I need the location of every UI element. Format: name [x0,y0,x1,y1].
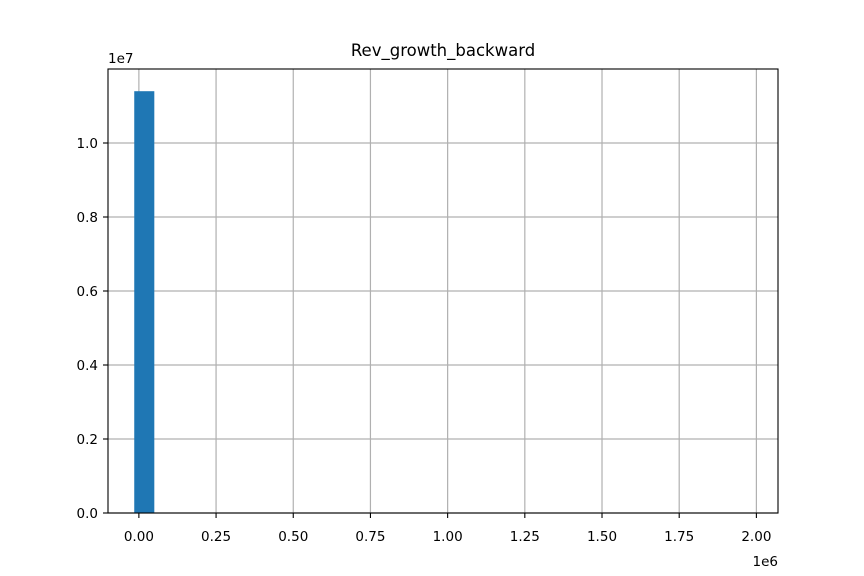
y-tick-label: 0.8 [77,210,98,226]
y-tick-label: 0.0 [77,506,98,522]
y-tick-label: 0.6 [77,284,98,300]
chart-title: Rev_growth_backward [351,41,535,61]
y-axis-offset-label: 1e7 [108,51,133,67]
y-tick-label: 0.4 [77,358,98,374]
x-tick-label: 0.25 [201,529,231,545]
bar-layer [134,91,155,513]
x-axis-offset-label: 1e6 [753,554,778,570]
x-tick-label: 0.50 [278,529,308,545]
grid-layer [108,69,778,514]
histogram-bar [134,91,155,513]
y-tick-label: 1.0 [77,136,98,152]
y-tick-label: 0.2 [77,432,98,448]
x-tick-label: 1.50 [587,529,617,545]
x-tick-label: 0.00 [124,529,154,545]
tick-layer: 0.00 0.25 0.50 0.75 1.00 1.25 1.50 1.75 2.00 0.0 0… [77,136,772,545]
x-tick-label: 1.75 [664,529,694,545]
x-tick-label: 2.00 [741,529,771,545]
x-tick-label: 1.00 [433,529,463,545]
x-tick-label: 1.25 [510,529,540,545]
x-tick-label: 0.75 [355,529,385,545]
